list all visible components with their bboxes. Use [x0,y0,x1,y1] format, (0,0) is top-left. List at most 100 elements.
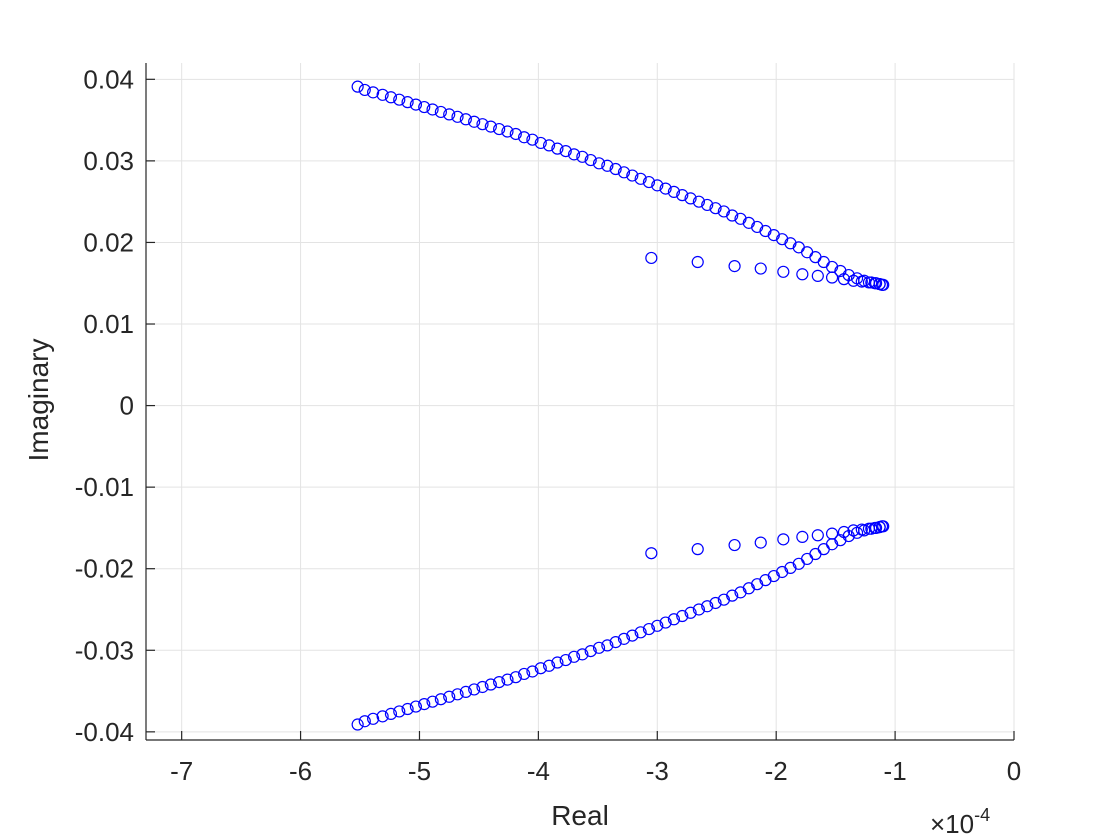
y-tick-label: 0.02 [83,227,134,257]
data-point [526,665,539,678]
data-point [617,632,631,645]
data-point [434,105,447,119]
data-point [484,120,497,133]
data-point [796,268,809,281]
data-point [401,96,414,109]
data-point [809,251,822,264]
y-tick-label: -0.01 [75,472,134,502]
data-point [659,182,672,195]
data-point [559,144,572,158]
data-point [518,131,531,144]
data-point [551,142,564,155]
data-point [476,680,489,694]
data-point [476,118,489,131]
data-point [434,693,447,706]
data-point [847,524,860,537]
data-point [837,273,851,286]
data-point [692,603,706,616]
x-axis-multiplier: ×10-4 [930,805,990,839]
data-point [576,648,589,661]
grid-lines [146,63,1015,740]
y-tick-label: -0.02 [75,554,134,584]
axis-labels: Real Imaginary ×10-4 [23,339,990,839]
data-point [526,133,539,146]
y-tick-label: 0.04 [83,64,134,94]
data-point [551,656,564,669]
data-point [534,136,547,150]
y-tick-label: -0.03 [75,635,134,665]
data-point [418,698,431,711]
data-point [691,255,704,269]
data-point [868,277,881,290]
data-point [801,246,814,259]
data-point [501,125,514,138]
data-point [837,525,851,539]
data-point [626,629,639,642]
data-point [811,529,824,542]
data-point [393,93,406,106]
data-point [601,159,614,172]
x-tick-label: -2 [765,756,788,786]
data-point [726,589,739,602]
y-tick-label: 0.01 [83,309,134,339]
data-point [626,169,639,182]
data-point [684,606,697,619]
data-point [873,521,886,534]
data-point [777,265,790,278]
data-point [542,659,556,672]
data-point [701,600,714,613]
data-point [418,100,431,114]
data-point [351,80,364,93]
data-point [409,700,423,713]
y-axis-label: Imaginary [23,339,54,462]
data-point [567,650,581,663]
data-point [676,189,689,202]
y-tick-label: 0 [120,391,134,421]
data-point [726,209,739,222]
data-point [651,179,664,192]
data-point [584,644,597,658]
x-axis-label: Real [551,800,609,831]
data-point [592,157,606,170]
data-point [459,113,472,126]
data-point [384,91,398,104]
data-point [796,530,809,544]
data-point [567,148,581,161]
data-point [584,153,597,167]
data-point [509,671,522,684]
x-tick-label: -6 [289,756,312,786]
data-point [592,641,606,654]
data-point [534,662,547,675]
data-point [691,543,704,556]
data-point [817,255,830,269]
x-tick-label: -1 [884,756,907,786]
data-point [443,108,456,121]
data-point [509,127,522,141]
data-point [667,185,681,198]
data-point [709,202,722,215]
data-point [426,695,439,708]
data-point [367,86,380,99]
data-point [645,251,658,265]
data-point [811,269,824,282]
data-point [754,262,767,275]
data-points [351,80,890,731]
data-point [809,547,822,561]
data-point [709,596,722,610]
data-point [493,675,506,689]
data-point [576,150,589,163]
data-point [634,172,647,185]
x-tick-label: -7 [170,756,193,786]
data-point [684,192,697,205]
data-point [692,195,706,208]
data-point [358,83,371,97]
data-point [468,115,481,128]
data-point [518,667,531,681]
data-point [634,626,647,639]
data-point [484,678,497,691]
data-point [642,622,656,636]
data-point [609,636,622,649]
data-point [728,538,741,552]
axes: -7 -6 -5 -4 -3 -2 -1 0 -0.04 -0.03 -0.02 -0.01 0 0.01… [75,63,1021,786]
